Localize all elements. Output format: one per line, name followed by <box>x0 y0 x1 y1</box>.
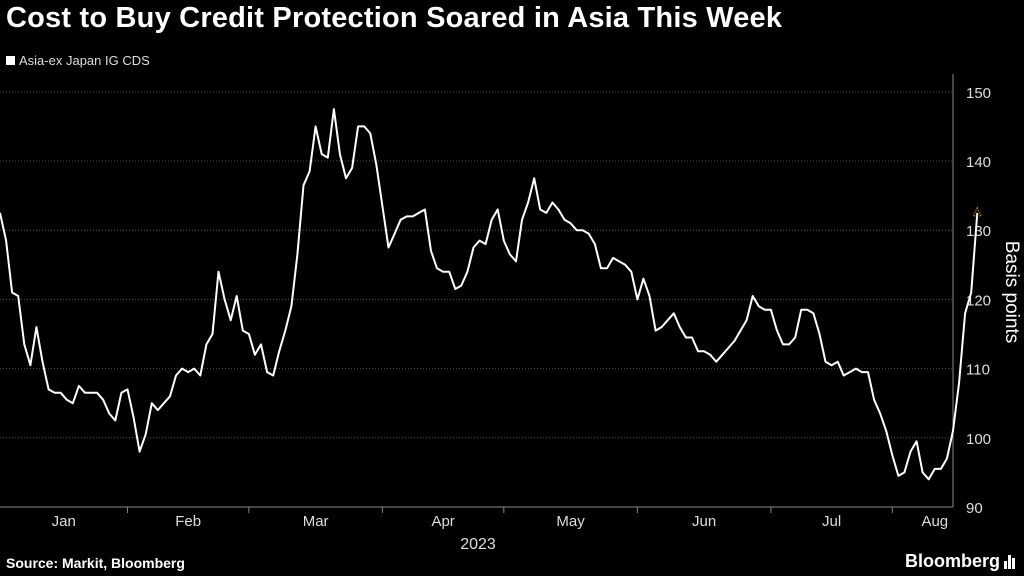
brand-name: Bloomberg <box>904 551 1000 571</box>
chart-title: Cost to Buy Credit Protection Soared in … <box>6 2 783 34</box>
last-point-marker <box>972 206 983 217</box>
x-tick-label: Jan <box>52 513 76 530</box>
source-note: Source: Markit, Bloomberg <box>6 555 185 571</box>
y-tick-label: 120 <box>966 292 991 309</box>
legend-swatch <box>6 56 15 65</box>
x-tick-label: Apr <box>431 513 454 530</box>
brand-logo: Bloomberg <box>905 551 1016 572</box>
x-tick-label: Aug <box>921 513 948 530</box>
x-tick-label: Feb <box>175 513 201 530</box>
x-axis-year-label: 2023 <box>460 536 496 553</box>
y-tick-label: 130 <box>966 223 991 240</box>
bloomberg-mark-icon <box>1004 554 1016 569</box>
x-tick-label: Jul <box>822 513 841 530</box>
y-tick-label: 110 <box>966 362 990 379</box>
x-tick-label: May <box>556 513 585 530</box>
x-tick-label: Mar <box>303 513 329 530</box>
y-tick-label: 140 <box>966 154 991 171</box>
axis-layer: 90 100 110 120 130 140 150 Jan Feb Mar Apr May Jun Ju… <box>0 74 991 530</box>
y-tick-label: 100 <box>966 431 991 448</box>
series-line <box>0 108 979 481</box>
y-tick-label: 150 <box>966 85 991 102</box>
series-layer <box>0 108 983 481</box>
y-axis-label: Basis points <box>1001 241 1022 343</box>
legend-label: Asia-ex Japan IG CDS <box>19 53 150 68</box>
y-tick-label: 90 <box>966 500 983 517</box>
legend: Asia-ex Japan IG CDS <box>6 53 150 68</box>
x-tick-label: Jun <box>692 513 716 530</box>
